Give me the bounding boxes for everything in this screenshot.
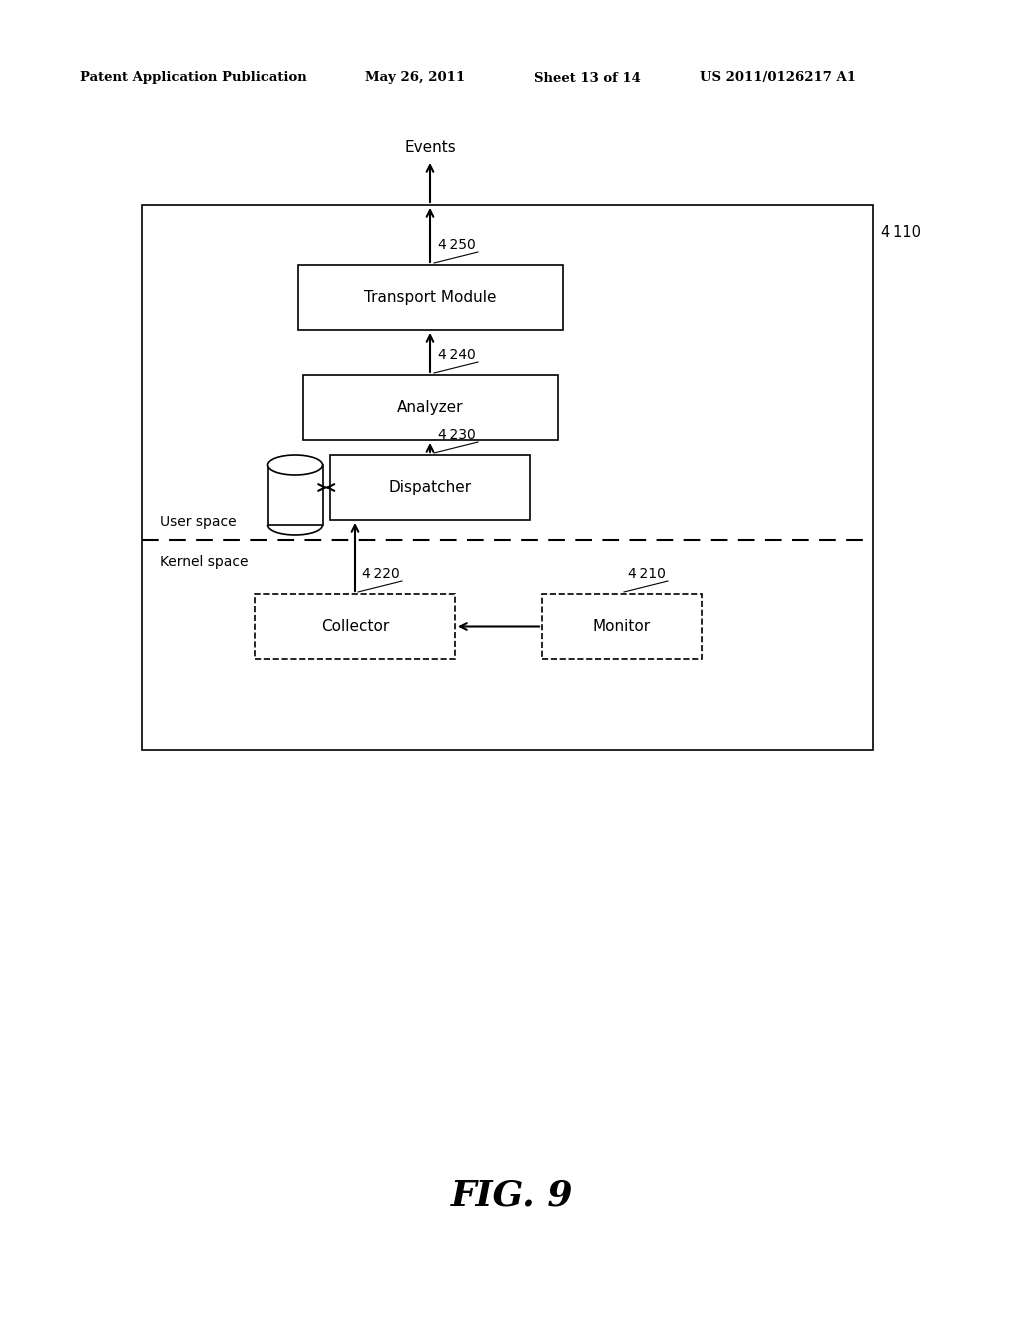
Bar [255, 594, 455, 659]
Text: 4 210: 4 210 [628, 568, 666, 581]
Text: Monitor: Monitor [593, 619, 651, 634]
Text: Patent Application Publication: Patent Application Publication [80, 71, 307, 84]
Bar [298, 265, 562, 330]
Bar [542, 594, 702, 659]
Bar [142, 205, 873, 750]
Text: Transport Module: Transport Module [364, 290, 497, 305]
Text: Collector: Collector [321, 619, 389, 634]
Text: FIG. 9: FIG. 9 [451, 1177, 573, 1212]
Text: Dispatcher: Dispatcher [388, 480, 472, 495]
Text: US 2011/0126217 A1: US 2011/0126217 A1 [700, 71, 856, 84]
Text: 4 250: 4 250 [438, 238, 476, 252]
Text: Sheet 13 of 14: Sheet 13 of 14 [534, 71, 641, 84]
Text: 4 220: 4 220 [362, 568, 399, 581]
Text: Events: Events [404, 140, 456, 156]
Text: May 26, 2011: May 26, 2011 [365, 71, 465, 84]
Text: 4 110: 4 110 [881, 224, 921, 240]
Bar [302, 375, 557, 440]
Text: 4 240: 4 240 [438, 348, 476, 362]
Text: Analyzer: Analyzer [396, 400, 463, 414]
Bar [330, 455, 530, 520]
Text: User space: User space [160, 515, 237, 529]
Bar [267, 465, 323, 525]
Text: 4 230: 4 230 [438, 428, 476, 442]
Text: Kernel space: Kernel space [160, 554, 249, 569]
Ellipse shape [267, 455, 323, 475]
